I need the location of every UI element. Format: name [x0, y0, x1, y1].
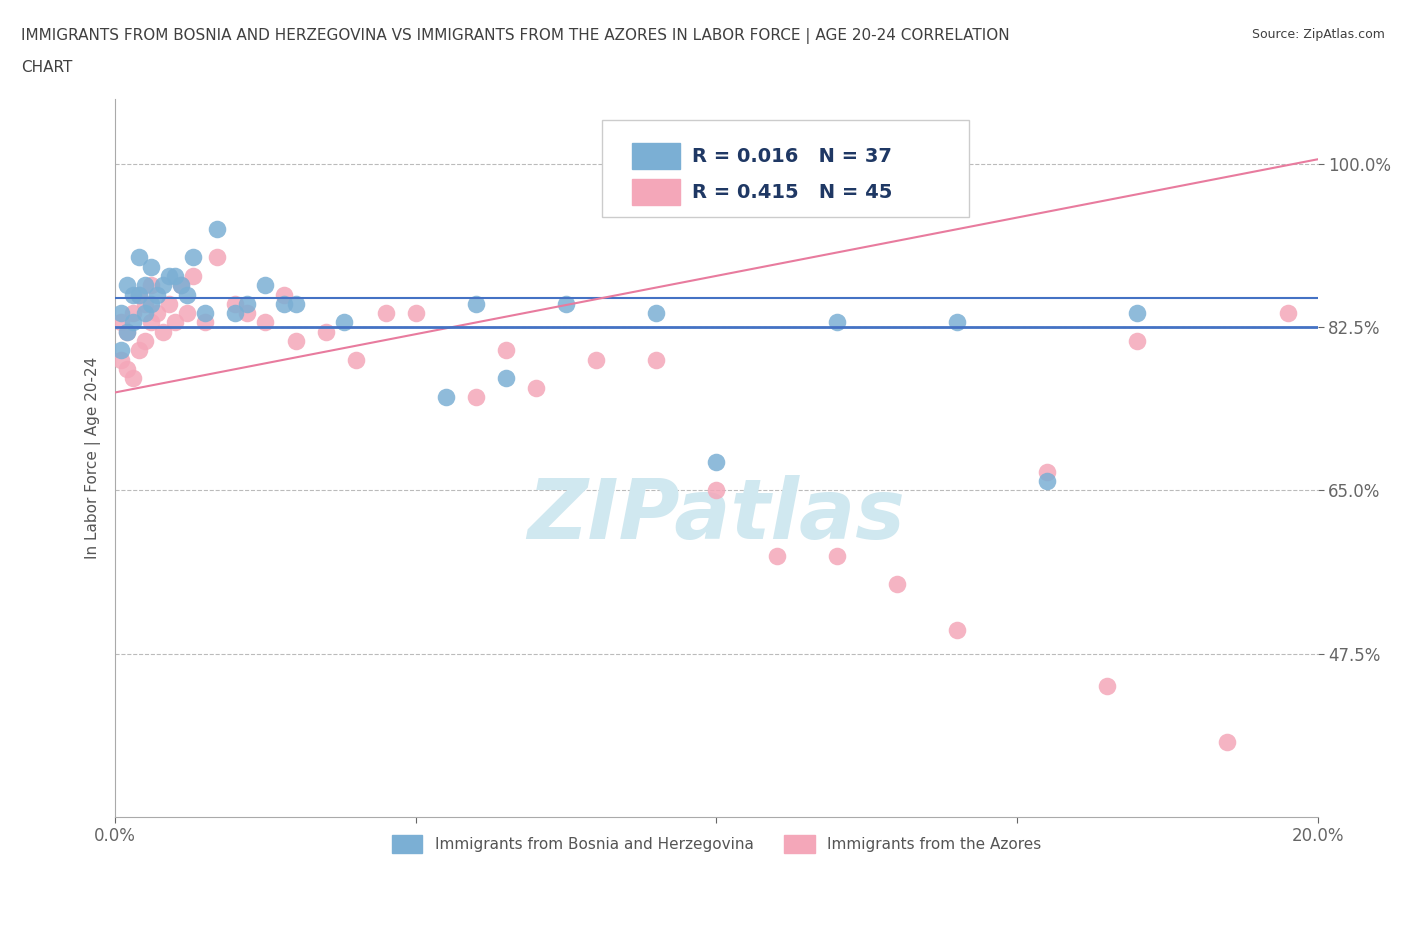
Point [254, 278, 277, 293]
Point [236, 306, 259, 321]
Point [555, 297, 578, 312]
Point [405, 306, 427, 321]
Point [585, 352, 607, 367]
Point [645, 306, 668, 321]
Point [284, 334, 307, 349]
Point [183, 250, 205, 265]
Point [110, 315, 132, 330]
Point [946, 623, 969, 638]
Point [1126, 334, 1149, 349]
Legend: Immigrants from Bosnia and Herzegovina, Immigrants from the Azores: Immigrants from Bosnia and Herzegovina, … [385, 829, 1047, 859]
Text: CHART: CHART [21, 60, 73, 75]
Point [141, 278, 163, 293]
Point [946, 315, 969, 330]
Point [273, 287, 295, 302]
FancyBboxPatch shape [602, 120, 969, 218]
Point [464, 390, 486, 405]
Point [194, 315, 217, 330]
Point [176, 287, 198, 302]
Point [434, 390, 457, 405]
Text: Source: ZipAtlas.com: Source: ZipAtlas.com [1251, 28, 1385, 41]
Point [344, 352, 367, 367]
Bar [633, 179, 681, 205]
Point [115, 325, 138, 339]
Point [141, 259, 163, 274]
Point [165, 315, 187, 330]
Point [1036, 464, 1059, 479]
Point [128, 287, 150, 302]
Point [115, 278, 138, 293]
Point [464, 297, 486, 312]
Point [122, 315, 145, 330]
Point [110, 352, 132, 367]
Point [315, 325, 337, 339]
Point [110, 343, 132, 358]
Point [886, 577, 908, 591]
Point [1277, 306, 1299, 321]
Point [128, 250, 150, 265]
Point [128, 343, 150, 358]
Point [170, 278, 193, 293]
Point [170, 278, 193, 293]
Point [122, 371, 145, 386]
Point [224, 306, 246, 321]
Y-axis label: In Labor Force | Age 20-24: In Labor Force | Age 20-24 [86, 356, 101, 559]
Point [495, 371, 517, 386]
Point [207, 222, 229, 237]
Point [141, 297, 163, 312]
Point [110, 306, 132, 321]
Point [157, 297, 180, 312]
Point [1216, 735, 1239, 750]
Point [1095, 679, 1118, 694]
Text: ZIPatlas: ZIPatlas [527, 474, 905, 555]
Point [706, 455, 728, 470]
Point [134, 297, 156, 312]
Point [115, 325, 138, 339]
Point [134, 278, 156, 293]
Point [825, 315, 848, 330]
Text: R = 0.016   N = 37: R = 0.016 N = 37 [692, 147, 893, 166]
Point [706, 483, 728, 498]
Point [765, 548, 787, 563]
Point [141, 315, 163, 330]
Point [134, 306, 156, 321]
Text: R = 0.415   N = 45: R = 0.415 N = 45 [692, 182, 893, 202]
Point [495, 343, 517, 358]
Point [146, 287, 169, 302]
Point [207, 250, 229, 265]
Point [128, 287, 150, 302]
Point [115, 362, 138, 377]
Point [645, 352, 668, 367]
Point [152, 325, 174, 339]
Point [165, 269, 187, 284]
Point [284, 297, 307, 312]
Point [374, 306, 396, 321]
Point [332, 315, 354, 330]
Point [254, 315, 277, 330]
Point [183, 269, 205, 284]
Point [1036, 473, 1059, 488]
Point [825, 548, 848, 563]
Point [236, 297, 259, 312]
Point [224, 297, 246, 312]
Point [152, 278, 174, 293]
Point [122, 287, 145, 302]
Point [176, 306, 198, 321]
Text: IMMIGRANTS FROM BOSNIA AND HERZEGOVINA VS IMMIGRANTS FROM THE AZORES IN LABOR FO: IMMIGRANTS FROM BOSNIA AND HERZEGOVINA V… [21, 28, 1010, 44]
Point [194, 306, 217, 321]
Point [134, 334, 156, 349]
Point [122, 306, 145, 321]
Point [273, 297, 295, 312]
Point [157, 269, 180, 284]
Bar [633, 143, 681, 169]
Point [146, 306, 169, 321]
Point [1126, 306, 1149, 321]
Point [524, 380, 547, 395]
